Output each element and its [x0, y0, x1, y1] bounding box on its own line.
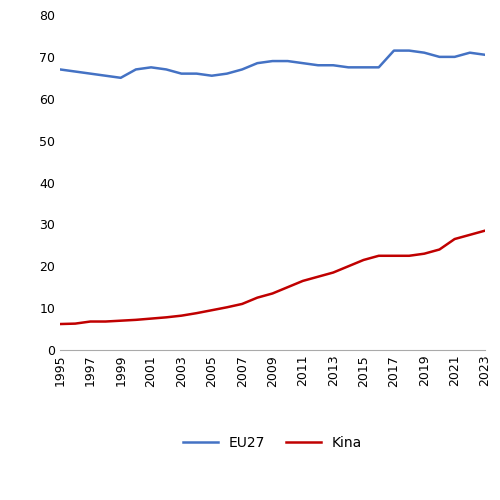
EU27: [118, 75, 124, 81]
EU27: [482, 52, 488, 58]
Kina: [467, 232, 473, 238]
Kina: [422, 250, 428, 256]
EU27: [270, 58, 276, 64]
Kina: [57, 321, 63, 327]
Kina: [391, 253, 397, 259]
Kina: [239, 301, 245, 307]
EU27: [436, 54, 442, 60]
EU27: [57, 66, 63, 72]
EU27: [346, 64, 352, 70]
Kina: [330, 270, 336, 276]
EU27: [376, 64, 382, 70]
EU27: [133, 66, 139, 72]
EU27: [102, 72, 108, 78]
Kina: [72, 320, 78, 326]
EU27: [194, 70, 200, 76]
Kina: [270, 290, 276, 296]
Kina: [102, 318, 108, 324]
Kina: [376, 253, 382, 259]
Kina: [178, 312, 184, 318]
EU27: [284, 58, 290, 64]
Legend: EU27, Kina: EU27, Kina: [178, 430, 368, 456]
EU27: [330, 62, 336, 68]
Kina: [209, 307, 215, 313]
Line: Kina: Kina: [60, 230, 485, 324]
EU27: [360, 64, 366, 70]
EU27: [178, 70, 184, 76]
EU27: [163, 66, 169, 72]
EU27: [88, 70, 94, 76]
EU27: [254, 60, 260, 66]
Kina: [436, 246, 442, 252]
Kina: [88, 318, 94, 324]
Kina: [284, 284, 290, 290]
EU27: [467, 50, 473, 56]
Kina: [300, 278, 306, 284]
Kina: [254, 294, 260, 300]
EU27: [406, 48, 412, 54]
EU27: [239, 66, 245, 72]
Kina: [163, 314, 169, 320]
EU27: [315, 62, 321, 68]
Kina: [133, 317, 139, 323]
Kina: [315, 274, 321, 280]
Kina: [360, 257, 366, 263]
Kina: [482, 228, 488, 234]
Kina: [224, 304, 230, 310]
EU27: [224, 70, 230, 76]
Kina: [346, 263, 352, 269]
Kina: [406, 253, 412, 259]
EU27: [148, 64, 154, 70]
EU27: [209, 72, 215, 78]
Kina: [452, 236, 458, 242]
EU27: [300, 60, 306, 66]
EU27: [452, 54, 458, 60]
Kina: [194, 310, 200, 316]
EU27: [391, 48, 397, 54]
Kina: [118, 318, 124, 324]
EU27: [72, 68, 78, 74]
Line: EU27: EU27: [60, 50, 485, 78]
Kina: [148, 316, 154, 322]
EU27: [422, 50, 428, 56]
